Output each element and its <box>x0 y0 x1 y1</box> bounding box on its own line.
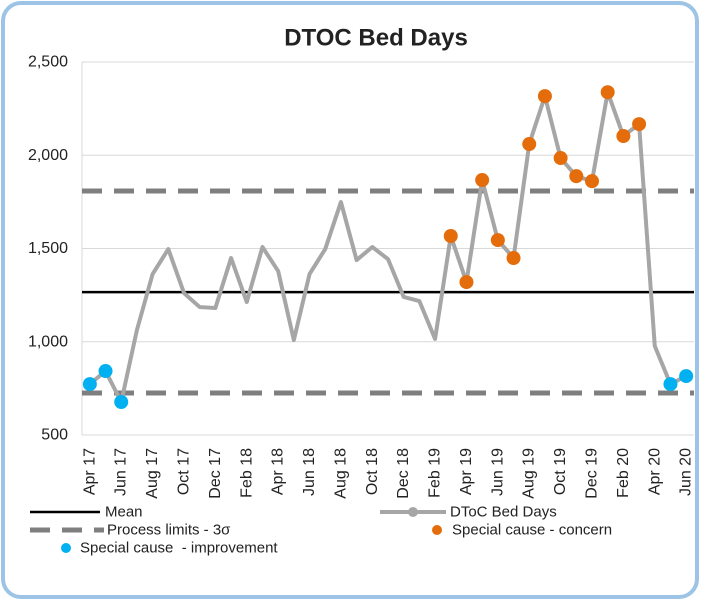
legend-label: Special cause - concern <box>452 522 612 539</box>
x-tick-label: Apr 19 <box>458 448 475 495</box>
special-cause-point <box>600 85 615 100</box>
y-tick-label: 2,000 <box>28 147 68 164</box>
x-tick-label: Aug 19 <box>521 448 538 499</box>
special-cause-point <box>663 377 678 392</box>
special-cause-point <box>82 377 97 392</box>
chart-title: DTOC Bed Days <box>284 25 468 52</box>
x-tick-label: Dec 19 <box>584 448 601 499</box>
x-tick-label: Apr 18 <box>270 448 287 495</box>
special-cause-point <box>114 394 129 409</box>
x-tick-label: Aug 18 <box>332 448 349 499</box>
y-tick-label: 500 <box>41 427 68 444</box>
x-tick-label: Apr 17 <box>81 448 98 495</box>
special-cause-point <box>506 251 521 266</box>
x-tick-label: Apr 20 <box>646 448 663 495</box>
special-cause-point <box>616 129 631 144</box>
x-tick-label: Jun 17 <box>113 448 130 496</box>
legend-label: DToC Bed Days <box>450 504 557 521</box>
y-tick-label: 1,500 <box>28 240 68 257</box>
legend-label: Process limits - 3σ <box>107 522 231 539</box>
legend-label: Special cause - improvement <box>80 540 278 557</box>
x-tick-label: Jun 18 <box>301 448 318 496</box>
y-tick-label: 1,000 <box>28 333 68 350</box>
legend-swatch <box>408 507 418 517</box>
x-tick-label: Feb 20 <box>615 448 632 498</box>
y-tick-label: 2,500 <box>28 54 68 71</box>
legend-label: Mean <box>105 504 143 521</box>
special-cause-point <box>585 174 599 189</box>
special-cause-point <box>632 117 647 132</box>
x-tick-label: Aug 17 <box>144 448 161 499</box>
x-tick-label: Feb 18 <box>238 448 255 498</box>
special-cause-point <box>98 364 113 379</box>
special-cause-point <box>537 89 552 104</box>
special-cause-point <box>459 275 474 290</box>
x-tick-label: Oct 18 <box>364 448 381 495</box>
x-tick-label: Dec 17 <box>207 448 224 499</box>
x-tick-label: Jun 20 <box>678 448 695 496</box>
special-cause-point <box>522 137 537 152</box>
special-cause-point <box>490 233 505 248</box>
x-tick-label: Dec 18 <box>395 448 412 499</box>
x-tick-label: Feb 19 <box>427 448 444 498</box>
legend-swatch <box>61 543 71 553</box>
x-tick-label: Jun 19 <box>489 448 506 496</box>
special-cause-point <box>569 169 584 184</box>
special-cause-point <box>553 151 568 166</box>
x-tick-label: Oct 17 <box>176 448 193 495</box>
x-tick-label: Oct 19 <box>552 448 569 495</box>
legend-swatch <box>432 525 442 535</box>
special-cause-point <box>679 369 694 384</box>
special-cause-point <box>475 173 490 188</box>
special-cause-point <box>443 229 458 244</box>
